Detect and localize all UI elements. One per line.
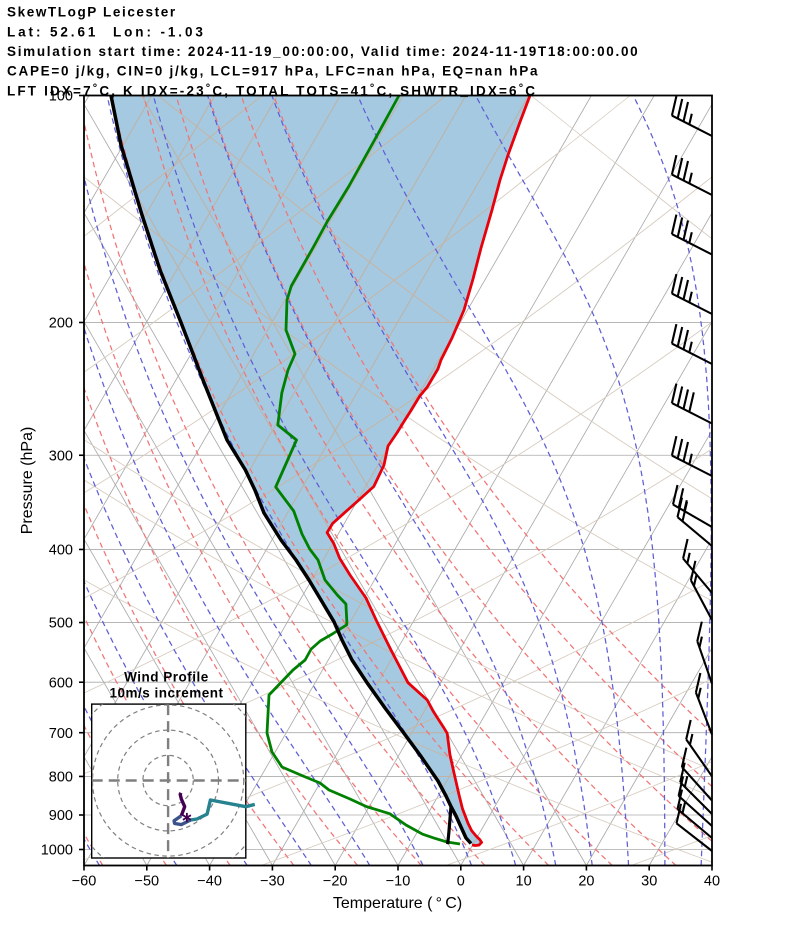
svg-text:−30: −30	[260, 873, 285, 889]
svg-text:Lon: -1.03: Lon: -1.03	[113, 24, 206, 39]
svg-text:Lat: 52.61: Lat: 52.61	[7, 24, 98, 39]
svg-text:200: 200	[49, 316, 73, 332]
svg-text:Pressure (hPa): Pressure (hPa)	[19, 427, 36, 535]
svg-text:−20: −20	[323, 873, 348, 889]
svg-text:0: 0	[457, 873, 465, 889]
svg-text:1000: 1000	[41, 843, 73, 859]
svg-text:10m/s increment: 10m/s increment	[109, 686, 223, 701]
svg-text:SkewTLogP Leicester: SkewTLogP Leicester	[7, 5, 177, 20]
svg-text:700: 700	[49, 726, 73, 742]
svg-text:300: 300	[49, 448, 73, 464]
svg-text:Temperature ( ° C): Temperature ( ° C)	[333, 895, 462, 912]
svg-text:30: 30	[641, 873, 657, 889]
svg-text:10: 10	[516, 873, 532, 889]
svg-text:LFT IDX=7°C, K IDX=-23°C, TOTA: LFT IDX=7°C, K IDX=-23°C, TOTAL TOTS=41°…	[7, 82, 537, 98]
svg-text:900: 900	[49, 808, 73, 824]
svg-text:−60: −60	[72, 873, 97, 889]
svg-text:−50: −50	[134, 873, 159, 889]
svg-text:20: 20	[578, 873, 594, 889]
svg-text:500: 500	[49, 616, 73, 632]
svg-text:−40: −40	[197, 873, 222, 889]
svg-text:600: 600	[49, 675, 73, 691]
svg-text:Wind Profile: Wind Profile	[124, 670, 209, 685]
svg-text:800: 800	[49, 770, 73, 786]
svg-text:CAPE=0 j/kg, CIN=0 j/kg, LCL=9: CAPE=0 j/kg, CIN=0 j/kg, LCL=917 hPa, LF…	[7, 64, 539, 79]
svg-text:400: 400	[49, 543, 73, 559]
svg-text:100: 100	[49, 89, 73, 105]
svg-text:Simulation start time: 2024-11: Simulation start time: 2024-11-19_00:00:…	[7, 44, 639, 59]
svg-text:40: 40	[704, 873, 720, 889]
svg-text:−10: −10	[386, 873, 411, 889]
